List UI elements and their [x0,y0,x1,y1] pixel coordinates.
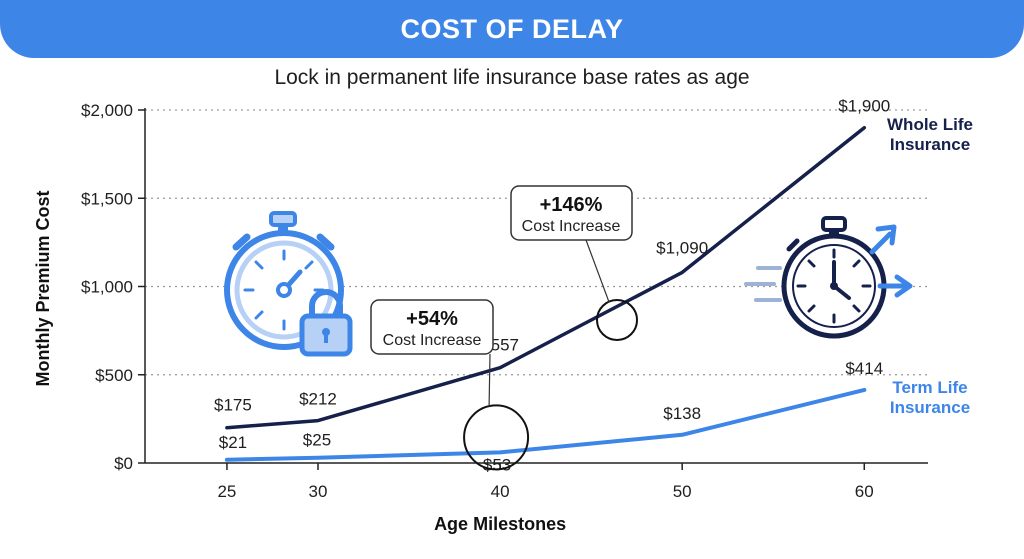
data-labels: $175 $212$557$1,090$1,900$21 $25$53$138$41… [214,97,973,475]
callout-pct-2: +146% [540,194,603,216]
chart-subtitle: Lock in permanent life insurance base ra… [274,66,750,89]
callout-pct-1: +54% [406,308,458,330]
x-tick-label-0: 25 [217,482,236,501]
x-tick-label-1: 30 [309,482,328,501]
y-tick-label-2: $1,000 [81,278,133,297]
series-lines [224,125,867,462]
x-tick-label-4: 60 [855,482,874,501]
y-tick-label-4: $2,000 [81,101,133,120]
x-tick-label-2: 40 [491,482,510,501]
term-life-label-3: $138 [663,404,701,423]
y-tick-label-3: $1,500 [81,189,133,208]
whole-life-label-3: $1,090 [656,238,708,257]
callout-pointer-1 [488,353,491,407]
term-life-label-2: $53 [483,455,511,474]
callout-box-1 [370,299,494,355]
stopwatch-fast-icon [744,216,913,339]
whole-life-label-1: $212 [299,390,337,409]
term-life-legend-line-0: Term Life [892,378,967,397]
term-life-label-4: $414 [845,359,883,378]
series-line-0 [225,125,867,430]
title-banner: COST OF DELAY [0,0,1024,58]
page-title: COST OF DELAY [400,13,624,44]
axes: $0 $500 $1,000 $1,500 $2,000 25 30 40 50 60 Age Mi… [33,101,928,534]
callout-circle-2 [596,299,638,341]
x-tick-label-3: 50 [673,482,692,501]
callout-box-2 [510,185,633,241]
whole-life-legend-line-0: Whole Life [887,115,973,134]
callout-circle-1 [463,404,530,471]
whole-life-legend-line-1: Insurance [890,135,970,154]
whole-life-label-0: $175 [214,396,252,415]
y-tick-label-0: $0 [114,454,133,473]
y-axis-title: Monthly Premium Cost [33,190,53,386]
callouts: +54% Cost Increase +146% Cost Increase [370,185,638,471]
callout-text-1: Cost Increase [383,332,482,349]
x-axis-title: Age Milestones [434,514,566,534]
stopwatch-lock-icon [224,211,353,357]
callout-text-2: Cost Increase [522,218,621,235]
term-life-label-1: $25 [303,431,331,450]
term-life-legend-line-1: Insurance [890,398,970,417]
term-life-label-0: $21 [219,433,247,452]
y-tick-label-1: $500 [95,366,133,385]
whole-life-label-4: $1,900 [838,97,890,116]
series-line-1 [224,387,867,462]
callout-pointer-2 [585,239,610,303]
